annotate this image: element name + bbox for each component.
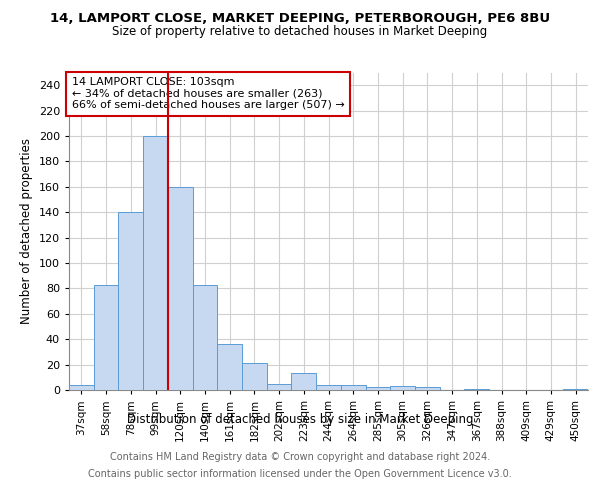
Bar — [415, 388, 440, 390]
Y-axis label: Number of detached properties: Number of detached properties — [20, 138, 33, 324]
Bar — [365, 388, 390, 390]
Text: Contains public sector information licensed under the Open Government Licence v3: Contains public sector information licen… — [88, 469, 512, 479]
Text: Distribution of detached houses by size in Market Deeping: Distribution of detached houses by size … — [127, 412, 473, 426]
Bar — [341, 385, 365, 390]
Text: 14 LAMPORT CLOSE: 103sqm
← 34% of detached houses are smaller (263)
66% of semi-: 14 LAMPORT CLOSE: 103sqm ← 34% of detach… — [71, 78, 344, 110]
Bar — [292, 374, 316, 390]
Text: Size of property relative to detached houses in Market Deeping: Size of property relative to detached ho… — [112, 25, 488, 38]
Bar — [316, 385, 341, 390]
Text: Contains HM Land Registry data © Crown copyright and database right 2024.: Contains HM Land Registry data © Crown c… — [110, 452, 490, 462]
Bar — [168, 187, 193, 390]
Bar — [118, 212, 143, 390]
Text: 14, LAMPORT CLOSE, MARKET DEEPING, PETERBOROUGH, PE6 8BU: 14, LAMPORT CLOSE, MARKET DEEPING, PETER… — [50, 12, 550, 26]
Bar — [69, 385, 94, 390]
Bar — [193, 284, 217, 390]
Bar — [143, 136, 168, 390]
Bar — [94, 284, 118, 390]
Bar — [563, 388, 588, 390]
Bar — [464, 388, 489, 390]
Bar — [267, 384, 292, 390]
Bar — [390, 386, 415, 390]
Bar — [242, 364, 267, 390]
Bar — [217, 344, 242, 390]
